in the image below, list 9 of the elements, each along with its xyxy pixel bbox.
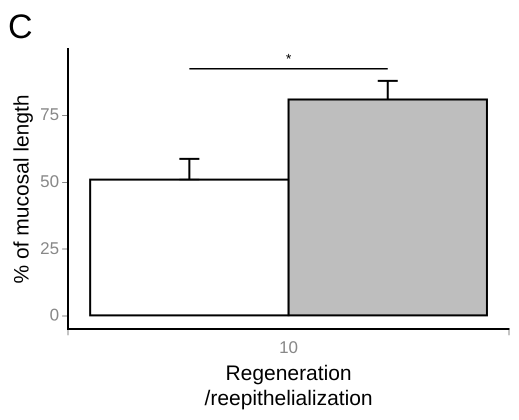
x-tick-label: 10 <box>279 338 298 358</box>
y-tick-label: 75 <box>40 105 60 124</box>
chart-title: C <box>8 8 33 46</box>
y-tick-label: 25 <box>40 238 60 258</box>
y-tick-label: 0 <box>50 306 60 325</box>
y-axis-title: % of mucosal length <box>10 94 34 284</box>
annotation: * <box>286 50 292 67</box>
x-axis-title: Regeneration /reepithelialization <box>204 362 373 410</box>
y-tick-label: 50 <box>40 172 60 192</box>
